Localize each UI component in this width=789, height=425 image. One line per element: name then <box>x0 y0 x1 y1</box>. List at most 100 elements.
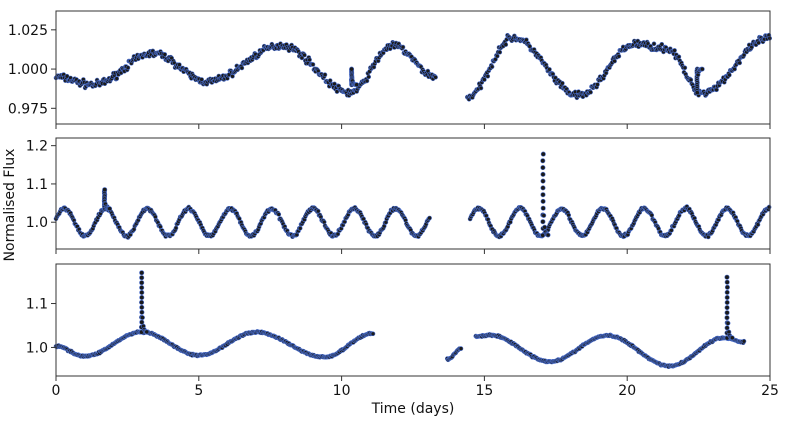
data-point <box>724 279 730 285</box>
panel-3-points <box>53 270 747 370</box>
data-point <box>540 205 546 211</box>
data-point <box>315 208 321 214</box>
panel-1-frame <box>55 10 771 125</box>
panels-group: 0.975 1.000 1.025 1.0 1.1 1.2 1.0 1.1 0 5 10 15 20 25 <box>8 10 779 399</box>
data-point <box>616 53 622 59</box>
panel-2-points <box>53 151 772 240</box>
panel-3: 1.0 1.1 0 5 10 15 20 25 <box>26 263 779 399</box>
data-point <box>310 62 316 67</box>
data-point <box>540 178 546 184</box>
data-point <box>139 280 145 286</box>
data-point <box>724 315 730 321</box>
data-point <box>321 219 327 225</box>
data-point <box>497 49 503 55</box>
y-tick-label: 1.000 <box>8 62 48 78</box>
y-axis-label: Normalised Flux <box>2 149 18 262</box>
data-point <box>139 319 145 325</box>
data-point <box>755 222 761 227</box>
data-point <box>724 305 730 311</box>
data-point <box>114 76 120 81</box>
data-point <box>297 226 303 231</box>
x-tick-label: 15 <box>475 383 493 399</box>
data-point <box>239 65 245 71</box>
y-tick-label: 1.0 <box>26 215 48 231</box>
data-point <box>485 74 491 79</box>
data-point <box>545 232 551 238</box>
x-axis-label: Time (days) <box>371 401 455 417</box>
data-point <box>64 73 70 79</box>
panel-2: 1.0 1.1 1.2 <box>26 137 772 254</box>
data-point <box>102 187 108 193</box>
data-point <box>540 158 546 164</box>
data-point <box>560 80 565 86</box>
data-point <box>724 310 730 316</box>
data-point <box>366 74 372 80</box>
data-point <box>682 65 688 71</box>
panel-1-points <box>53 32 773 102</box>
data-point <box>427 215 432 221</box>
data-point <box>400 44 406 50</box>
data-point <box>139 294 145 300</box>
data-point <box>139 304 145 310</box>
data-point <box>299 55 305 61</box>
data-point <box>349 66 355 72</box>
data-point <box>540 198 546 204</box>
data-point <box>540 185 546 191</box>
data-point <box>322 72 328 77</box>
y-tick-label: 1.2 <box>26 139 48 155</box>
data-point <box>540 219 546 225</box>
data-point <box>714 87 719 93</box>
data-point <box>139 285 145 291</box>
y-tick-label: 1.025 <box>8 23 48 39</box>
data-point <box>370 331 376 337</box>
y-tick-label: 1.1 <box>26 297 48 313</box>
data-point <box>724 284 730 290</box>
data-point <box>139 309 145 315</box>
data-point <box>540 151 546 157</box>
data-point <box>741 338 747 344</box>
data-point <box>144 329 150 335</box>
data-point <box>542 224 548 230</box>
panel-1: 0.975 1.000 1.025 <box>8 10 773 129</box>
data-point <box>699 66 705 72</box>
panel-2-frame <box>55 137 771 250</box>
data-point <box>482 77 487 82</box>
data-point <box>540 192 546 198</box>
data-point <box>612 58 617 64</box>
data-point <box>276 212 282 217</box>
data-point <box>494 53 500 59</box>
data-point <box>756 40 761 46</box>
data-point <box>724 325 730 331</box>
data-point <box>595 82 600 87</box>
data-point <box>433 75 438 80</box>
data-point <box>724 299 730 305</box>
data-point <box>540 171 546 177</box>
data-point <box>173 225 179 231</box>
data-point <box>649 212 655 218</box>
x-tick-label: 25 <box>761 383 779 399</box>
data-point <box>547 67 552 72</box>
y-tick-label: 0.975 <box>8 101 48 117</box>
data-point <box>307 57 312 63</box>
data-point <box>478 85 484 91</box>
data-point <box>724 294 730 300</box>
data-point <box>140 315 145 320</box>
data-point <box>729 335 735 341</box>
data-point <box>727 72 732 78</box>
data-point <box>672 48 677 53</box>
data-point <box>566 212 572 218</box>
data-point <box>489 64 495 70</box>
data-point <box>737 60 743 66</box>
data-point <box>541 213 547 218</box>
data-point <box>724 274 730 280</box>
data-point <box>503 42 509 47</box>
x-tick-label: 5 <box>194 383 203 399</box>
data-point <box>107 206 113 212</box>
x-tick-label: 0 <box>52 383 61 399</box>
data-point <box>162 52 168 57</box>
data-point <box>588 89 593 95</box>
data-point <box>139 299 145 305</box>
x-tick-label: 10 <box>333 383 351 399</box>
data-point <box>694 90 700 96</box>
